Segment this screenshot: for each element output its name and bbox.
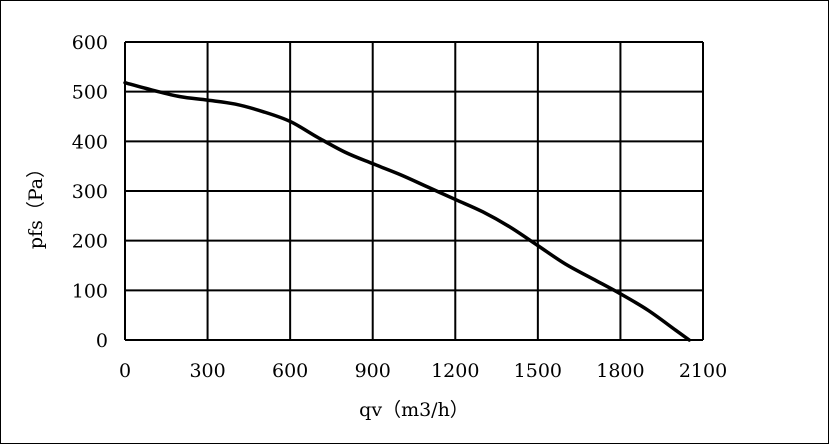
x-axis-title: qv（m3/h） <box>359 399 469 421</box>
y-tick-label: 500 <box>72 82 108 104</box>
x-tick-label: 300 <box>189 360 225 382</box>
x-tick-label: 1200 <box>431 360 479 382</box>
y-axis-title: pfs（Pa） <box>25 159 47 249</box>
x-tick-label: 2100 <box>679 360 727 382</box>
y-tick-label: 100 <box>72 280 108 302</box>
x-tick-label: 900 <box>355 360 391 382</box>
x-tick-label: 1800 <box>596 360 644 382</box>
y-tick-label: 300 <box>72 181 108 203</box>
y-tick-label: 400 <box>72 131 108 153</box>
y-tick-label: 600 <box>72 32 108 54</box>
y-tick-label: 0 <box>96 330 108 352</box>
y-tick-labels: 0 100 200 300 400 500 600 <box>72 32 108 352</box>
x-tick-label: 1500 <box>514 360 562 382</box>
x-tick-labels: 0 300 600 900 1200 1500 1800 2100 <box>119 360 727 382</box>
pressure-flow-curve <box>123 80 691 342</box>
x-tick-label: 0 <box>119 360 131 382</box>
grid-lines <box>124 41 704 341</box>
x-tick-label: 600 <box>272 360 308 382</box>
y-tick-label: 200 <box>72 231 108 253</box>
